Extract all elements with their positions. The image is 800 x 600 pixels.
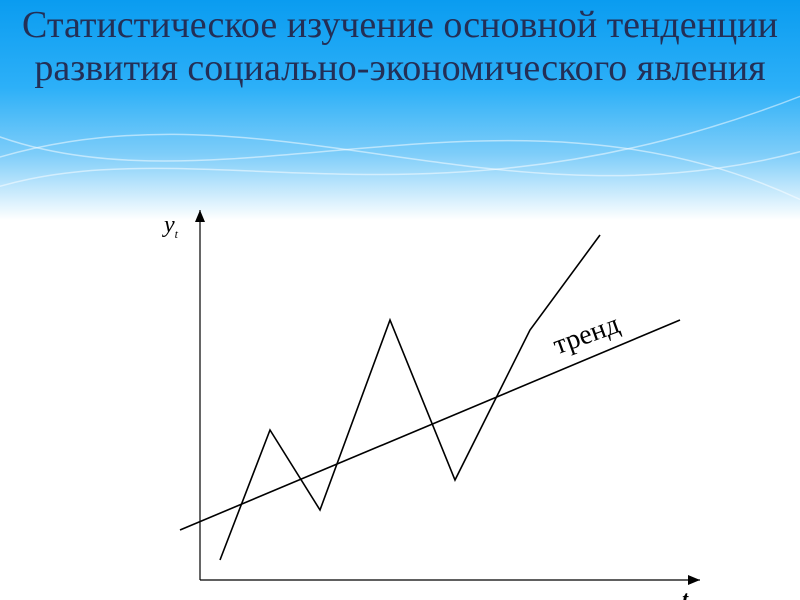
trend-chart [0,200,800,600]
slide: Статистическое изучение основной тенденц… [0,0,800,600]
chart-area: yt t тренд [0,200,800,600]
x-axis-label: t [682,586,688,600]
y-axis-label: yt [164,212,178,242]
slide-title: Статистическое изучение основной тенденц… [0,0,800,89]
